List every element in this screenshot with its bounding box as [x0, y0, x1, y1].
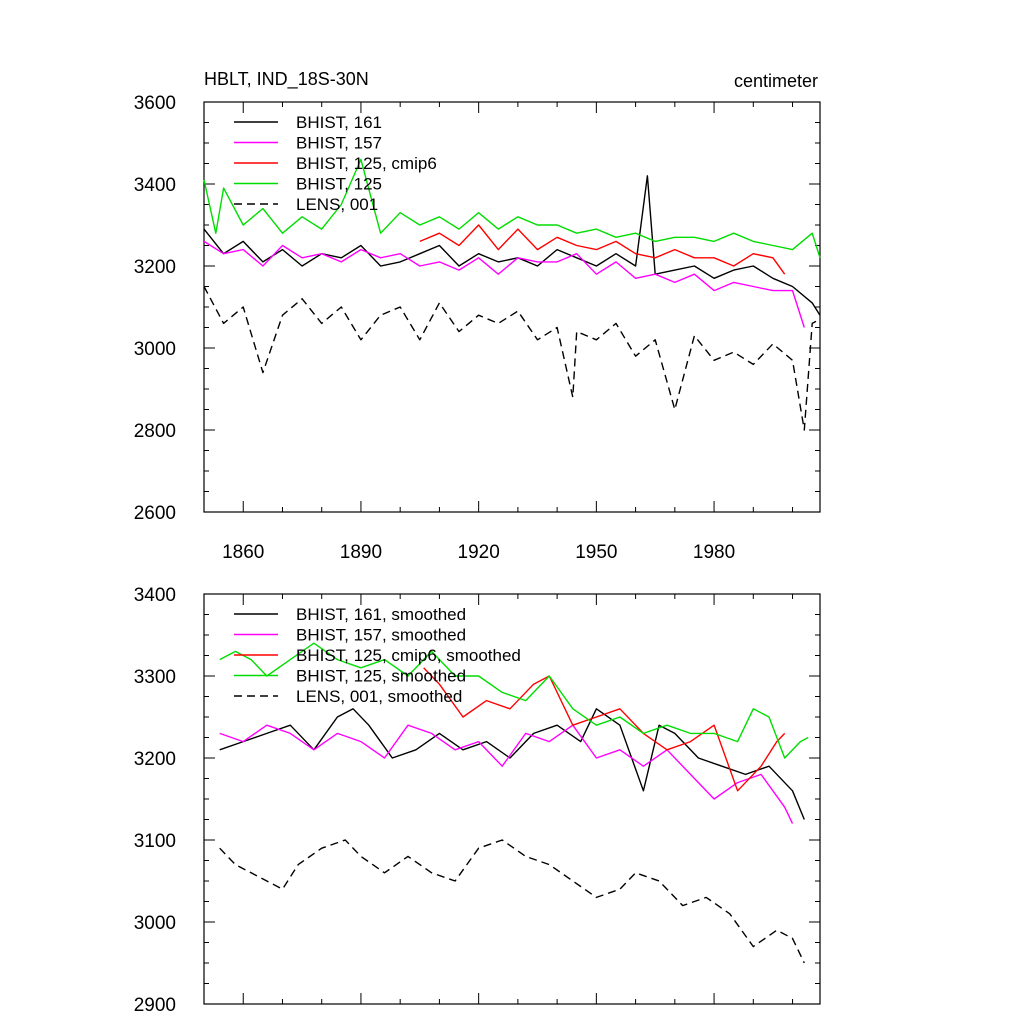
x-tick-label: 1950 [575, 542, 617, 563]
series-line-bhist-125-cmip6-smoothed [423, 667, 786, 792]
series-line-bhist-161-smoothed [219, 708, 805, 820]
chart-title: HBLT, IND_18S-30N [204, 69, 369, 90]
x-tick-label: 1920 [458, 542, 500, 563]
y-tick-label: 3000 [134, 913, 176, 934]
bottom-panel: 2900 3000 3100 3200 3300 3400 BHIST, 161, smoo… [134, 585, 821, 1016]
series-line-bhist-161 [203, 175, 821, 316]
y-tick-label: 3200 [134, 257, 176, 278]
units-label: centimeter [734, 71, 818, 91]
legend-label: LENS, 001 [296, 195, 378, 214]
legend-label: BHIST, 125, cmip6 [296, 154, 437, 173]
y-tick-label: 3200 [134, 749, 176, 770]
series-line-lens-001-smoothed [219, 839, 805, 964]
y-tick-label: 3000 [134, 339, 176, 360]
legend-label: BHIST, 161, smoothed [296, 605, 466, 624]
x-tick-label: 1980 [693, 542, 735, 563]
series-line-bhist-125-cmip6 [419, 224, 786, 275]
series-line-bhist-157 [203, 240, 805, 328]
top-panel: 2600 2800 3000 3200 3400 3600 1860 1890 1920 1950… [134, 93, 821, 563]
y-tick-label: 3100 [134, 831, 176, 852]
y-tick-label: 2800 [134, 421, 176, 442]
legend-label: BHIST, 125, smoothed [296, 667, 466, 686]
legend-label: BHIST, 157 [296, 134, 382, 153]
legend-label: BHIST, 125 [296, 175, 382, 194]
x-tick-label: 1890 [340, 542, 382, 563]
series-line-bhist-125-smoothed [219, 642, 809, 759]
legend-label: BHIST, 157, smoothed [296, 626, 466, 645]
series-line-bhist-125 [203, 158, 821, 259]
series-line-bhist-157-smoothed [219, 724, 794, 824]
series-line-lens-001 [203, 286, 821, 431]
y-tick-label: 3600 [134, 93, 176, 114]
y-tick-label: 2900 [134, 995, 176, 1016]
y-tick-label: 2600 [134, 503, 176, 524]
y-tick-label: 3300 [134, 667, 176, 688]
legend-label: LENS, 001, smoothed [296, 687, 462, 706]
legend-label: BHIST, 125, cmip6, smoothed [296, 646, 521, 665]
y-tick-label: 3400 [134, 585, 176, 606]
x-tick-label: 1860 [222, 542, 264, 563]
legend-label: BHIST, 161 [296, 113, 382, 132]
y-tick-label: 3400 [134, 175, 176, 196]
